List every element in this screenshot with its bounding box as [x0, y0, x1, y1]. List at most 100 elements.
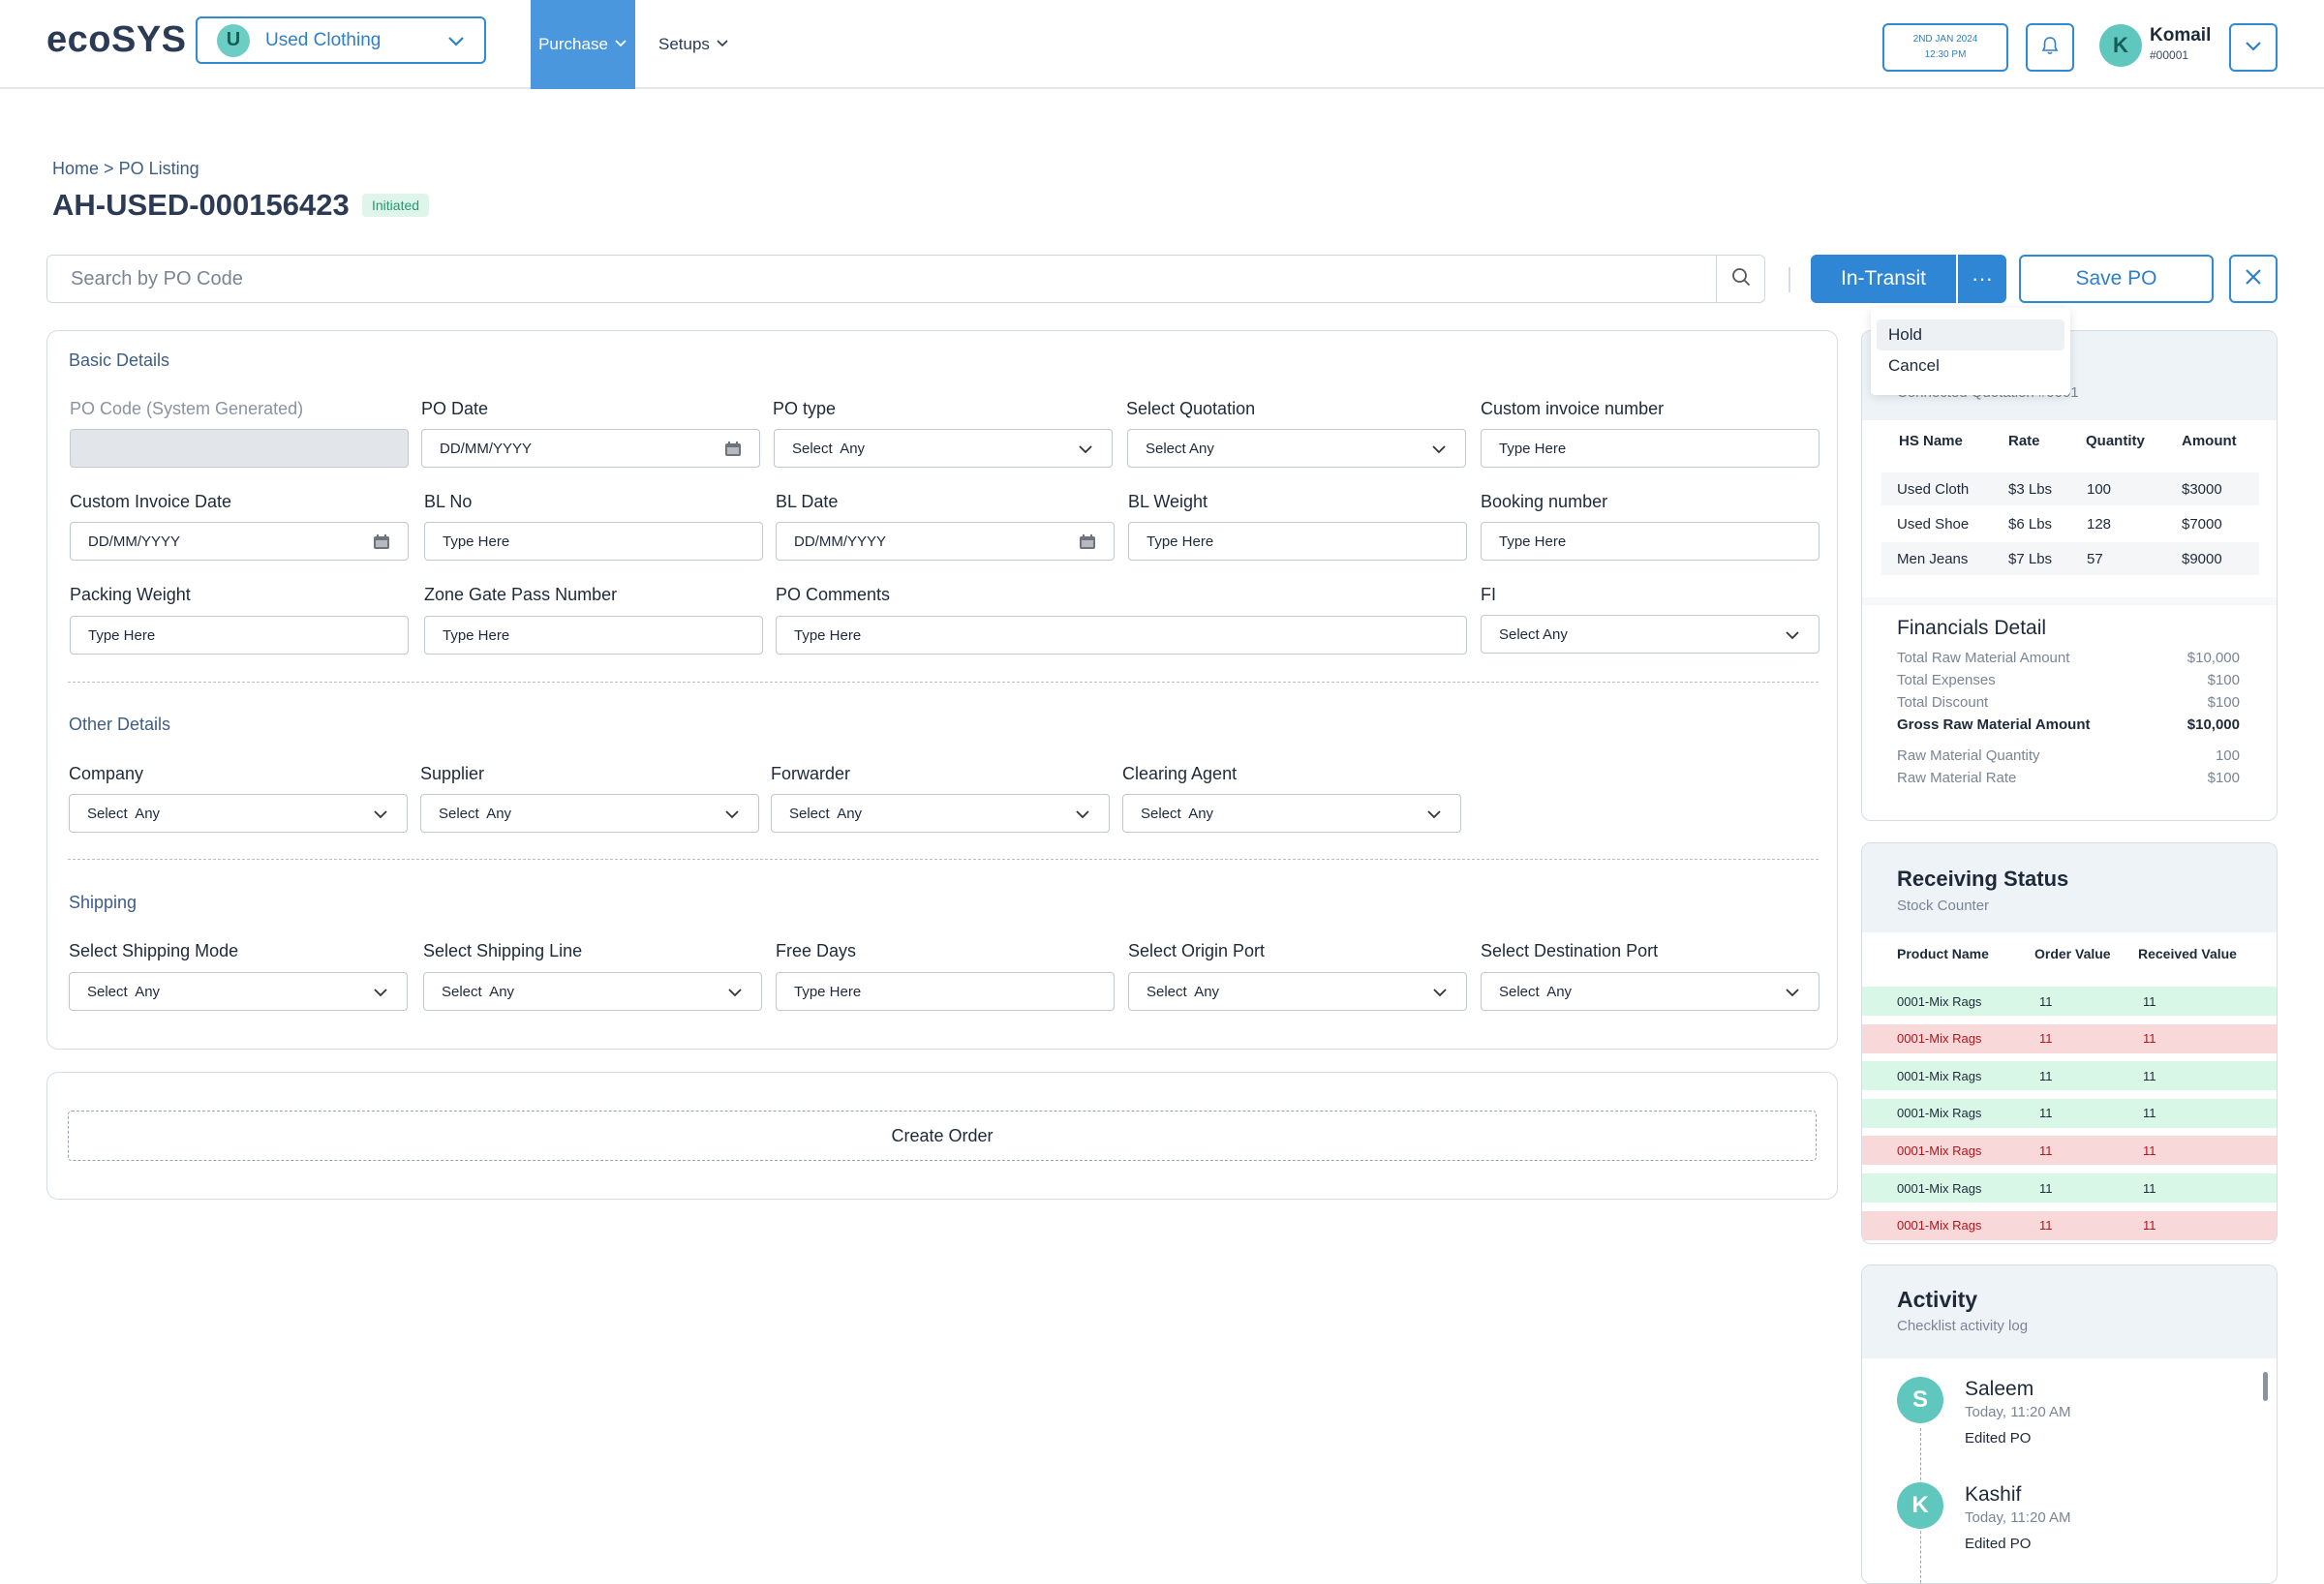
po-comments-input[interactable]: Type Here [776, 616, 1467, 655]
menu-item-hold[interactable]: Hold [1877, 320, 2064, 350]
close-icon [2243, 266, 2264, 292]
activity-user: Saleem [1965, 1378, 2034, 1400]
destination-port-select[interactable]: Select Any [1481, 972, 1819, 1011]
nav-setups[interactable]: Setups [658, 0, 729, 89]
packing-weight-label: Packing Weight [70, 585, 191, 604]
breadcrumb-home[interactable]: Home [52, 159, 100, 178]
col-amount: Amount [2182, 433, 2237, 449]
shipping-mode-label: Select Shipping Mode [69, 941, 239, 960]
cell: $6 Lbs [2008, 516, 2053, 533]
chevron-down-icon [1077, 441, 1094, 462]
destination-port-value: Select Any [1499, 983, 1573, 1000]
financial-value: $10,000 [2186, 650, 2240, 666]
notifications-button[interactable] [2026, 23, 2074, 72]
company-label: Company [69, 764, 144, 783]
po-type-label: PO type [773, 399, 837, 418]
search-input[interactable] [47, 257, 1716, 301]
menu-item-cancel[interactable]: Cancel [1888, 356, 1940, 375]
chevron-down-icon [726, 984, 744, 1005]
forwarder-select[interactable]: Select Any [771, 794, 1110, 833]
section-divider [68, 682, 1819, 683]
section-title-shipping: Shipping [69, 893, 138, 912]
received-value-cell: 11 [2143, 1031, 2156, 1047]
received-value-cell: 11 [2143, 1068, 2156, 1083]
product-name-cell: 0001-Mix Rags [1897, 1031, 1982, 1047]
activity-time: Today, 11:20 AM [1965, 1509, 2071, 1526]
chevron-down-icon [372, 806, 389, 827]
packing-weight-input[interactable]: Type Here [70, 616, 409, 655]
order-value-cell: 11 [2039, 993, 2053, 1009]
bl-weight-value: Type Here [1147, 533, 1214, 550]
nav-purchase[interactable]: Purchase [531, 0, 635, 89]
po-type-select[interactable]: Select Any [774, 429, 1113, 468]
activity-title: Activity [1897, 1287, 1978, 1312]
product-name-cell: 0001-Mix Rags [1897, 1180, 1982, 1196]
col-rate: Rate [2008, 433, 2040, 449]
fi-select[interactable]: Select Any [1481, 615, 1819, 654]
order-value-cell: 11 [2039, 1142, 2053, 1158]
free-days-input[interactable]: Type Here [776, 972, 1115, 1011]
workspace-selector[interactable]: U Used Clothing [196, 16, 486, 64]
create-order-card [46, 1072, 1838, 1200]
shipping-mode-value: Select Any [87, 983, 161, 1000]
zone-gate-pass-input[interactable]: Type Here [424, 616, 763, 655]
app-logo[interactable]: ecoSYS [46, 19, 187, 60]
receiving-header [1862, 843, 2277, 932]
nav-setups-label: Setups [658, 35, 710, 53]
close-button[interactable] [2229, 255, 2278, 303]
product-name-cell: 0001-Mix Rags [1897, 993, 1982, 1009]
bl-date-field[interactable]: DD/MM/YYYY [776, 522, 1115, 561]
activity-panel: Activity Checklist activity log S Saleem… [1861, 1264, 2278, 1584]
forwarder-value: Select Any [789, 805, 863, 822]
invoice-number-input[interactable]: Type Here [1481, 429, 1819, 468]
user-avatar[interactable]: K [2099, 24, 2142, 67]
order-value-cell: 11 [2039, 1031, 2053, 1047]
supplier-select[interactable]: Select Any [420, 794, 759, 833]
calendar-icon[interactable] [1079, 533, 1096, 555]
shipping-line-label: Select Shipping Line [423, 941, 583, 960]
invoice-number-label: Custom invoice number [1481, 399, 1665, 418]
create-order-button[interactable]: Create Order [68, 1111, 1817, 1161]
bl-no-input[interactable]: Type Here [424, 522, 763, 561]
po-date-field[interactable]: DD/MM/YYYY [421, 429, 760, 468]
in-transit-button[interactable]: In-Transit [1811, 255, 1956, 303]
chevron-down-icon [372, 984, 389, 1005]
status-menu: Hold Cancel [1871, 308, 2070, 395]
cell: 100 [2087, 481, 2112, 498]
shipping-line-select[interactable]: Select Any [423, 972, 762, 1011]
breadcrumb-current[interactable]: PO Listing [118, 159, 199, 178]
search-icon [1730, 266, 1752, 292]
quotation-panel: Connected Quotation #0001 HS Name Rate Q… [1861, 330, 2278, 821]
save-po-button[interactable]: Save PO [2019, 255, 2214, 303]
col-product-name: Product Name [1897, 946, 1989, 961]
po-code-field [70, 429, 409, 468]
company-select[interactable]: Select Any [69, 794, 408, 833]
zone-gate-pass-value: Type Here [443, 626, 510, 644]
search-button[interactable] [1716, 256, 1764, 302]
bl-weight-input[interactable]: Type Here [1128, 522, 1467, 561]
booking-number-label: Booking number [1481, 492, 1608, 511]
product-name-cell: 0001-Mix Rags [1897, 1068, 1982, 1083]
user-menu-button[interactable] [2229, 23, 2278, 72]
calendar-icon[interactable] [373, 533, 390, 555]
invoice-date-field[interactable]: DD/MM/YYYY [70, 522, 409, 561]
shipping-mode-select[interactable]: Select Any [69, 972, 408, 1011]
date-time-display: 2ND JAN 2024 12:30 PM [1882, 23, 2008, 72]
calendar-icon[interactable] [724, 441, 742, 462]
financial-row: Total Expenses $100 [1897, 672, 2240, 688]
financial-label: Raw Material Rate [1897, 770, 2017, 786]
col-received-value: Received Value [2138, 946, 2237, 961]
po-date-label: PO Date [421, 399, 489, 418]
clearing-agent-select[interactable]: Select Any [1122, 794, 1461, 833]
activity-user: Kashif [1965, 1483, 2022, 1506]
more-options-button[interactable]: ··· [1958, 255, 2006, 303]
chevron-down-icon [723, 806, 741, 827]
order-value-cell: 11 [2039, 1106, 2053, 1121]
booking-number-input[interactable]: Type Here [1481, 522, 1819, 561]
time-text: 12:30 PM [1924, 49, 1967, 60]
col-quantity: Quantity [2086, 433, 2145, 449]
financial-label: Raw Material Quantity [1897, 747, 2040, 764]
quotation-select[interactable]: Select Any [1127, 429, 1466, 468]
origin-port-select[interactable]: Select Any [1128, 972, 1467, 1011]
scrollbar[interactable] [2263, 1372, 2268, 1401]
